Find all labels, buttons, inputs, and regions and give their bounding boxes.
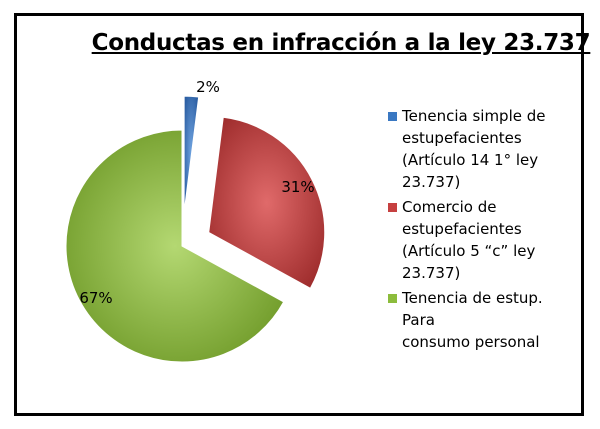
legend-label: Tenencia de estup. Para consumo personal — [402, 289, 543, 351]
legend-label: Comercio de estupefacientes (Artículo 5 … — [402, 198, 536, 282]
legend-item-3: Tenencia de estup. Para consumo personal — [388, 287, 558, 353]
pie-slice-2 — [208, 116, 326, 289]
legend-swatch — [388, 294, 397, 303]
legend: Tenencia simple de estupefacientes (Artí… — [388, 105, 558, 356]
pie-slice-1 — [183, 95, 200, 213]
slice-label-3: 67% — [79, 289, 112, 307]
legend-swatch — [388, 112, 397, 121]
legend-item-1: Tenencia simple de estupefacientes (Artí… — [388, 105, 558, 193]
chart-title: Conductas en infracción a la ley 23.737 — [91, 30, 591, 56]
slice-label-1: 2% — [196, 78, 220, 96]
slice-label-2: 31% — [281, 178, 314, 196]
legend-swatch — [388, 203, 397, 212]
legend-label: Tenencia simple de estupefacientes (Artí… — [402, 107, 546, 191]
pie-slice-3 — [65, 129, 285, 363]
legend-item-2: Comercio de estupefacientes (Artículo 5 … — [388, 196, 558, 284]
